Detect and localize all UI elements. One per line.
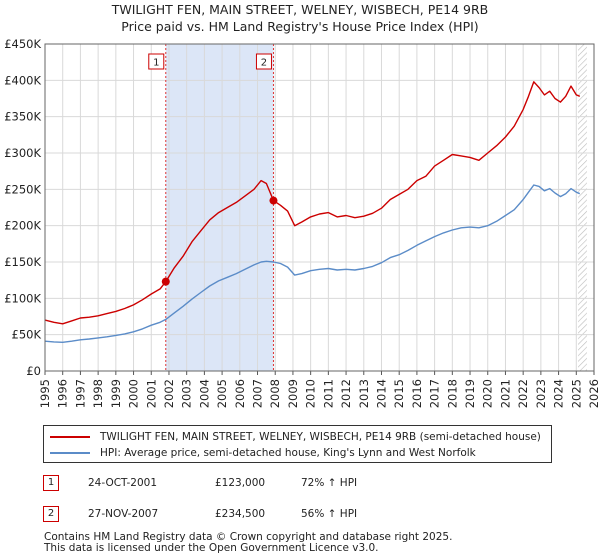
x-tick-label: 2026 xyxy=(587,379,600,408)
x-tick-label: 2006 xyxy=(233,379,247,408)
x-tick-label: 1995 xyxy=(38,379,52,408)
chart-subtitle: Price paid vs. HM Land Registry's House … xyxy=(121,19,479,34)
x-tick-label: 2012 xyxy=(339,379,353,408)
x-tick-label: 2020 xyxy=(481,379,495,408)
x-tick-label: 2003 xyxy=(180,379,194,408)
legend: TWILIGHT FEN, MAIN STREET, WELNEY, WISBE… xyxy=(43,425,552,463)
y-tick-label: £150K xyxy=(4,255,41,269)
x-tick-label: 2009 xyxy=(286,379,300,408)
transaction-point xyxy=(161,277,170,286)
x-tick-label: 2017 xyxy=(428,379,442,408)
x-tick-label: 2021 xyxy=(498,379,512,408)
x-tick-label: 2001 xyxy=(144,379,158,408)
y-tick-label: £200K xyxy=(4,219,41,233)
x-tick-label: 2005 xyxy=(215,379,229,408)
x-tick-label: 2007 xyxy=(251,379,265,408)
x-tick-label: 2022 xyxy=(516,379,530,408)
y-tick-label: £400K xyxy=(4,73,41,87)
transaction-point xyxy=(269,196,278,205)
legend-entry-hpi: HPI: Average price, semi-detached house,… xyxy=(50,446,476,460)
price-chart: £0 £50K £100K £150K £200K £250K £300K £350K £400… xyxy=(4,37,600,408)
plot-area xyxy=(45,44,594,371)
y-tick-label: £50K xyxy=(12,328,42,342)
chart-title: TWILIGHT FEN, MAIN STREET, WELNEY, WISBE… xyxy=(111,2,489,17)
x-tick-label: 2008 xyxy=(268,379,282,408)
transaction-label-box xyxy=(148,53,165,70)
x-tick-label: 1997 xyxy=(73,379,87,408)
transaction-date: 24-OCT-2001 xyxy=(88,477,157,489)
x-tick-label: 2015 xyxy=(392,379,406,408)
x-tick-label: 2000 xyxy=(127,379,141,408)
x-tick-label: 2019 xyxy=(463,379,477,408)
transaction-price: £123,000 xyxy=(215,477,266,489)
x-tick-label: 2004 xyxy=(197,379,211,408)
series-line xyxy=(44,184,581,343)
x-tick-label: 2025 xyxy=(569,379,583,408)
legend-label-property: TWILIGHT FEN, MAIN STREET, WELNEY, WISBE… xyxy=(100,431,541,443)
forecast-hatch xyxy=(578,44,587,371)
x-tick-label: 2018 xyxy=(445,379,459,408)
y-tick-label: £350K xyxy=(4,110,41,124)
x-tick-label: 1999 xyxy=(109,379,123,408)
transaction-label-number: 2 xyxy=(261,58,267,69)
transaction-date: 27-NOV-2007 xyxy=(88,508,159,520)
y-tick-label: £250K xyxy=(4,182,41,196)
x-tick-label: 2011 xyxy=(321,379,335,408)
legend-label-hpi: HPI: Average price, semi-detached house,… xyxy=(100,447,476,459)
y-tick-label: £300K xyxy=(4,146,41,160)
x-tick-label: 2023 xyxy=(534,379,548,408)
x-tick-label: 2016 xyxy=(410,379,424,408)
footer-licence: This data is licensed under the Open Gov… xyxy=(44,542,379,554)
footer-copyright: Contains HM Land Registry data © Crown c… xyxy=(44,531,453,543)
holding-period-shade xyxy=(165,44,274,371)
x-tick-label: 2002 xyxy=(162,379,176,408)
transaction-price: £234,500 xyxy=(215,508,266,520)
transaction-hpi-change: 72% ↑ HPI xyxy=(301,477,358,489)
legend-swatch-hpi xyxy=(50,452,90,454)
y-tick-label: £0 xyxy=(26,364,41,378)
y-tick-label: £450K xyxy=(4,37,41,51)
transaction-label-number: 1 xyxy=(153,58,159,69)
x-tick-label: 2010 xyxy=(304,379,318,408)
legend-entry-property: TWILIGHT FEN, MAIN STREET, WELNEY, WISBE… xyxy=(50,430,541,444)
transaction-label-box xyxy=(255,53,272,70)
transaction-marker-badge: 1 xyxy=(43,475,59,491)
x-tick-label: 1998 xyxy=(91,379,105,408)
transaction-marker-badge: 2 xyxy=(43,506,59,522)
y-tick-label: £100K xyxy=(4,291,41,305)
x-tick-label: 1996 xyxy=(56,379,70,408)
x-tick-label: 2024 xyxy=(552,379,566,408)
legend-swatch-property xyxy=(50,436,90,438)
x-tick-label: 2013 xyxy=(357,379,371,408)
series-line xyxy=(44,81,581,325)
plot-frame xyxy=(44,43,595,372)
x-tick-label: 2014 xyxy=(374,379,388,408)
transaction-hpi-change: 56% ↑ HPI xyxy=(301,508,358,520)
